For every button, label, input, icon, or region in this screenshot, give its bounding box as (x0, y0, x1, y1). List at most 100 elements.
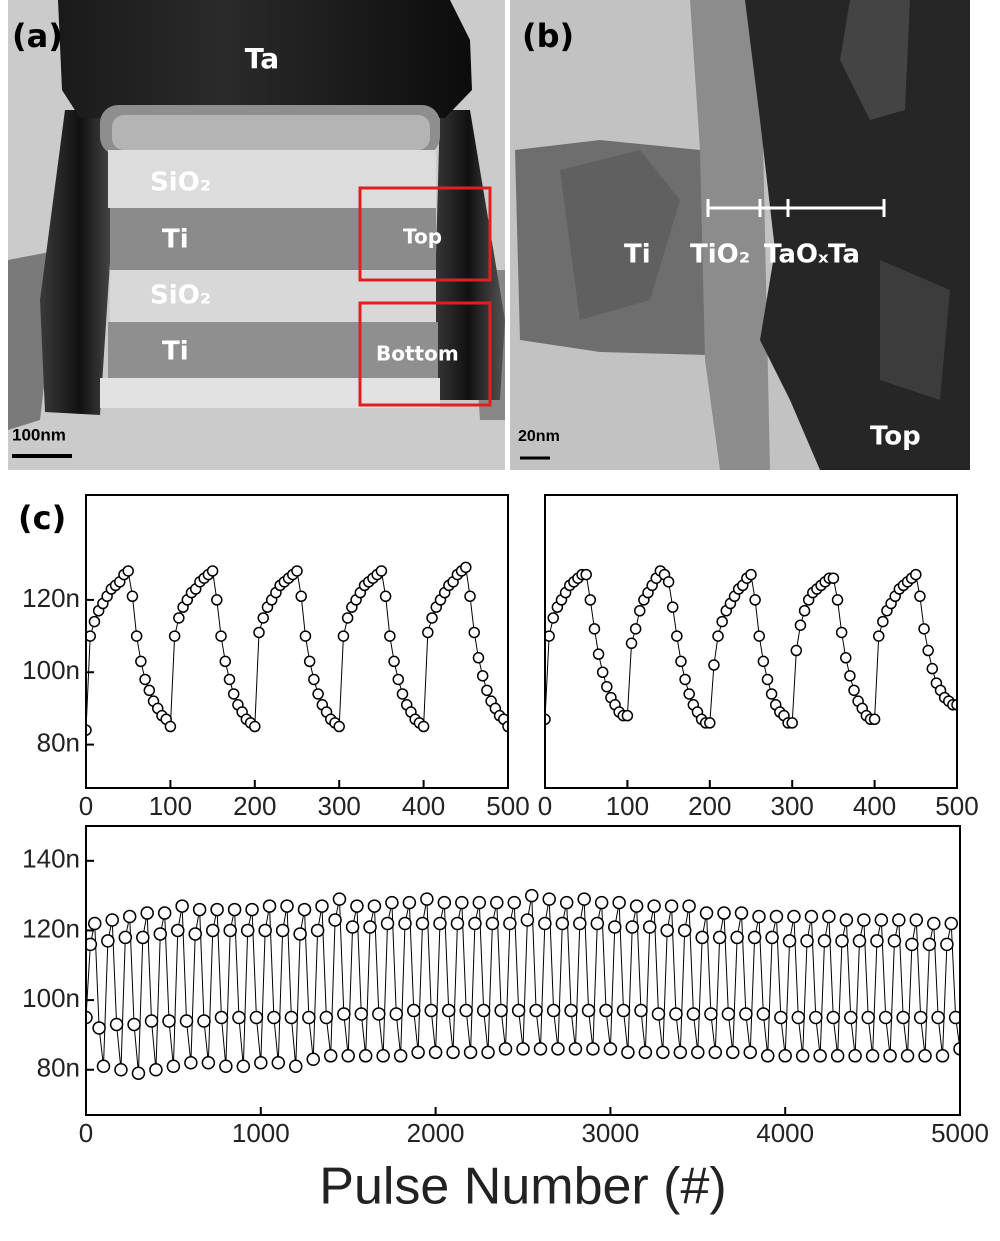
data-point (747, 930, 762, 945)
data-point (749, 594, 761, 606)
data-point (634, 605, 646, 617)
data-point (621, 709, 634, 722)
data-point (503, 916, 517, 931)
data-point (922, 937, 937, 952)
data-point (671, 630, 683, 642)
data-point (219, 1059, 233, 1074)
data-point (118, 930, 133, 945)
data-point (673, 1045, 688, 1060)
x-tick-label: 4000 (756, 1118, 814, 1148)
data-point (840, 652, 852, 664)
data-point (584, 594, 597, 606)
data-point (573, 916, 587, 931)
data-point (417, 720, 430, 733)
data-point (126, 590, 139, 603)
data-point (717, 906, 731, 920)
data-point (140, 906, 154, 920)
panel-label: (c) (18, 499, 66, 537)
data-point (533, 1042, 548, 1056)
data-point (677, 923, 692, 938)
layer-label: SiO₂ (150, 281, 211, 311)
data-point (914, 590, 926, 603)
data-point (580, 568, 592, 581)
data-point (441, 1003, 456, 1018)
chart: 0 100 200 300 400 500 80n 100n 120n (22, 494, 530, 821)
data-point (109, 1017, 124, 1032)
data-point (712, 630, 724, 642)
x-tick-label: 0 (79, 791, 93, 821)
data-point (568, 1042, 583, 1056)
data-point (926, 662, 939, 675)
data-point (870, 934, 884, 948)
data-point (743, 1045, 757, 1060)
data-point (162, 1014, 176, 1028)
data-point (581, 1003, 596, 1018)
data-point (363, 920, 377, 934)
x-tick-label: 100 (606, 791, 649, 821)
data-point (271, 1056, 286, 1070)
data-point (468, 916, 482, 931)
data-point (745, 568, 757, 581)
data-point (459, 1003, 473, 1018)
data-point (844, 670, 856, 682)
data-point (388, 655, 400, 668)
layer-label: SiO₂ (150, 168, 211, 198)
data-point (794, 619, 807, 631)
data-point (839, 913, 854, 927)
plot-frame (544, 494, 958, 789)
data-point (699, 906, 714, 920)
data-point (590, 916, 605, 931)
data-point (302, 1010, 316, 1025)
data-point (485, 916, 500, 931)
data-point (131, 1066, 146, 1080)
data-point (545, 630, 555, 642)
data-point (948, 1010, 960, 1025)
data-point (629, 623, 642, 635)
data-point (214, 1010, 229, 1025)
data-point (555, 916, 570, 931)
data-point (472, 652, 485, 664)
data-point (393, 1049, 408, 1063)
data-point (219, 655, 232, 668)
x-axis-label: Pulse Number (#) (319, 1158, 726, 1216)
data-point (433, 916, 447, 931)
data-point (192, 902, 207, 917)
x-tick-label: 500 (935, 791, 978, 821)
layer-label: Ti (162, 337, 189, 367)
data-point (826, 1010, 841, 1025)
data-point (538, 916, 552, 931)
data-point (398, 916, 412, 931)
data-point (830, 1049, 845, 1063)
data-point (739, 1007, 753, 1021)
data-point (726, 1045, 740, 1060)
data-point (896, 1010, 910, 1025)
data-point (669, 1007, 683, 1021)
data-point (546, 1003, 561, 1018)
data-point (592, 648, 605, 660)
x-tick-label: 500 (486, 791, 529, 821)
data-point (205, 923, 220, 938)
data-point (804, 909, 819, 924)
data-point (86, 1010, 93, 1025)
data-point (86, 630, 96, 642)
data-point (175, 899, 189, 913)
data-point (87, 916, 102, 931)
data-point (101, 934, 115, 948)
data-point (92, 1021, 106, 1035)
data-point (498, 1042, 513, 1056)
data-point (450, 916, 465, 931)
data-point (424, 1003, 438, 1018)
data-point (122, 909, 137, 924)
data-point (787, 909, 801, 924)
plot-area (545, 565, 957, 729)
data-point (765, 930, 779, 945)
data-point (280, 899, 294, 913)
data-point (323, 1049, 338, 1063)
layer-label: Ta (828, 240, 860, 270)
data-point (599, 1003, 613, 1018)
data-point (905, 937, 919, 952)
data-point (900, 1049, 915, 1063)
data-point (253, 626, 265, 639)
data-point (227, 688, 240, 700)
